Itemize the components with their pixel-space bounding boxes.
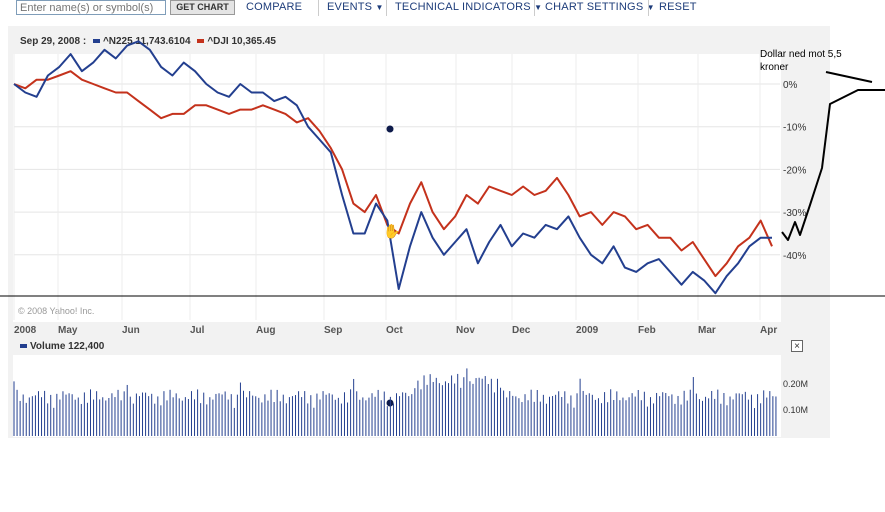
x-tick-label: Dec <box>512 325 531 336</box>
x-tick-label: Apr <box>760 325 777 336</box>
swatch-icon <box>92 39 100 44</box>
x-tick-label: Mar <box>698 325 716 336</box>
selection-marker <box>386 125 394 133</box>
volume-value: 122,400 <box>68 341 105 352</box>
chart-legend: Sep 29, 2008 : ^N225 11,743.6104 ^DJI 10… <box>20 36 280 47</box>
legend-date: Sep 29, 2008 : <box>20 36 87 47</box>
x-tick-label: Oct <box>386 325 403 336</box>
x-tick-label: Feb <box>638 325 656 336</box>
annotation-text: Dollar ned mot 5,5 kroner <box>760 49 842 73</box>
events-label: EVENTS <box>327 1 373 13</box>
legend-name: ^DJI <box>207 36 229 47</box>
events-menu[interactable]: EVENTS ▼ <box>327 1 384 13</box>
chart-settings-label: CHART SETTINGS <box>545 1 644 13</box>
toolbar-divider <box>386 0 387 16</box>
annotation-hand-line <box>781 89 885 241</box>
y-tick-label: 0% <box>783 80 798 91</box>
y-tick-label: -30% <box>783 208 806 219</box>
x-tick-label: Jul <box>190 325 205 336</box>
swatch-icon <box>197 39 205 44</box>
legend-value: 11,743.6104 <box>135 36 191 47</box>
toolbar-divider <box>318 0 319 16</box>
copyright-text: © 2008 Yahoo! Inc. <box>18 306 95 316</box>
x-tick-label: Nov <box>456 325 475 336</box>
y-tick-label: -10% <box>783 123 806 134</box>
compare-button[interactable]: COMPARE <box>246 1 303 13</box>
chart-settings-menu[interactable]: CHART SETTINGS ▼ <box>545 1 655 13</box>
x-tick-label: Jun <box>122 325 140 336</box>
series-line <box>13 70 773 278</box>
volume-legend: Volume 122,400 <box>20 341 104 352</box>
chevron-down-icon: ▼ <box>534 3 543 12</box>
volume-tick-label: 0.10M <box>783 405 808 415</box>
chevron-down-icon: ▼ <box>646 3 655 12</box>
x-tick-label: May <box>58 325 78 336</box>
chart-toolbar: GET CHART COMPARE EVENTS ▼ TECHNICAL IND… <box>0 0 885 17</box>
legend-value: 10,365.45 <box>231 36 277 47</box>
technical-indicators-menu[interactable]: TECHNICAL INDICATORS ▼ <box>395 1 542 13</box>
symbol-search-input[interactable] <box>16 0 166 15</box>
x-tick-label: Aug <box>256 325 275 336</box>
technical-indicators-label: TECHNICAL INDICATORS <box>395 1 531 13</box>
annotation-pointer-line <box>825 71 873 83</box>
legend-item-n225: ^N225 11,743.6104 <box>92 36 191 47</box>
volume-label: Volume <box>30 341 66 352</box>
toolbar-divider <box>534 0 535 16</box>
swatch-icon <box>20 344 27 349</box>
legend-item-dji: ^DJI 10,365.45 <box>197 36 276 47</box>
hand-cursor-icon: ✋ <box>383 223 400 239</box>
close-icon[interactable]: × <box>791 340 803 352</box>
chevron-down-icon: ▼ <box>375 3 384 12</box>
reset-button[interactable]: RESET <box>659 1 697 13</box>
y-tick-label: -20% <box>783 165 806 176</box>
get-chart-button[interactable]: GET CHART <box>170 0 235 15</box>
x-tick-label: 2008 <box>14 325 37 336</box>
y-tick-label: -40% <box>783 251 806 262</box>
volume-tick-label: 0.20M <box>783 379 808 389</box>
series-line <box>13 40 772 295</box>
legend-name: ^N225 <box>102 36 133 47</box>
x-tick-label: 2009 <box>576 325 599 336</box>
x-tick-label: Sep <box>324 325 342 336</box>
toolbar-divider <box>648 0 649 16</box>
